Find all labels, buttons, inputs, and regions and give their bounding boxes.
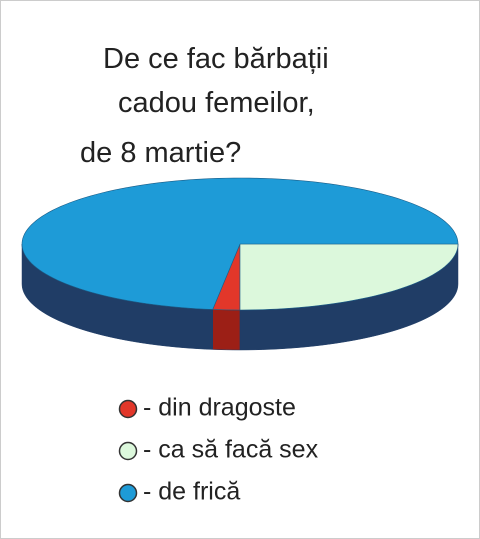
pie-sides [21, 243, 459, 351]
title-line: De ce fac bărbații [103, 43, 329, 75]
title-line: de 8 martie? [80, 137, 241, 169]
legend-label: - din dragoste [143, 394, 296, 422]
pie-tops [21, 177, 459, 311]
legend-marker [118, 441, 138, 461]
legend-label: - ca să facă sex [143, 436, 319, 464]
slice [239, 243, 459, 311]
slice-side [212, 309, 241, 351]
legend-label: - de frică [143, 478, 240, 506]
slice [21, 177, 459, 310]
legend: - din dragoste - ca să facă sex - de frică [118, 394, 319, 506]
title-line: cadou femeilor, [118, 87, 315, 119]
legend-marker [118, 399, 138, 419]
legend-marker [118, 483, 138, 503]
